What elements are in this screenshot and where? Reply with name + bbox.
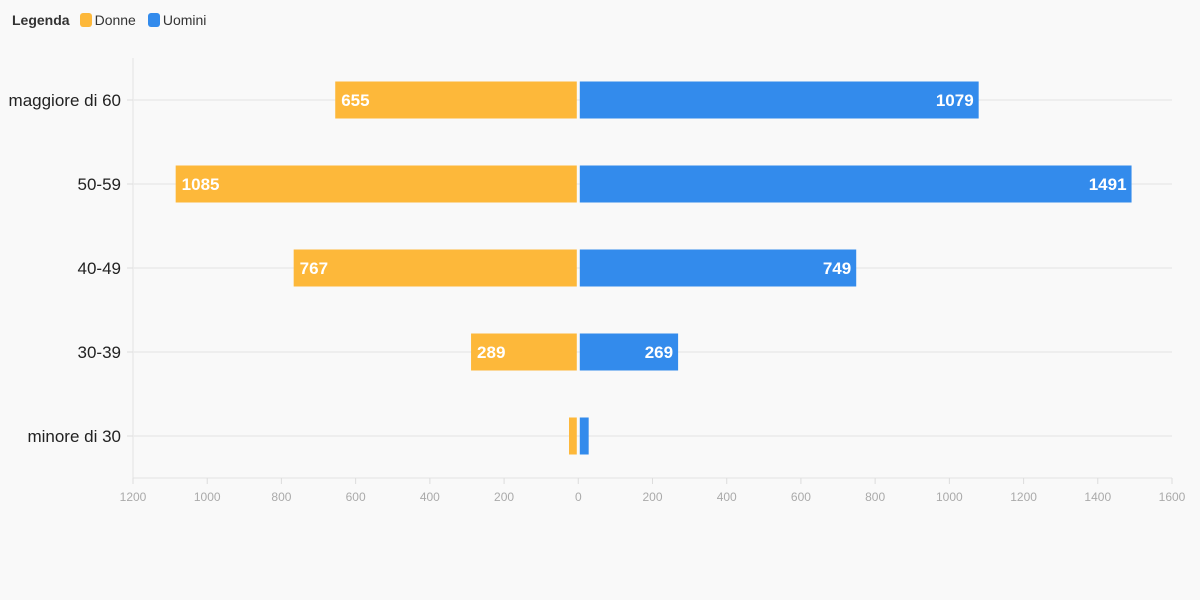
x-tick-label: 1200 [120,490,147,504]
bar-label-donne: 767 [300,259,328,278]
x-tick-label: 1000 [194,490,221,504]
x-tick-label: 400 [717,490,737,504]
legend: Legenda Donne Uomini [12,12,212,28]
bar-label-uomini: 1079 [936,91,974,110]
bar-uomini [579,333,679,371]
bar-donne [175,165,577,203]
category-label: minore di 30 [27,427,121,446]
bar-label-donne: 655 [341,91,369,110]
legend-label-uomini: Uomini [162,12,207,28]
x-tick-label: 1600 [1159,490,1186,504]
category-label: 40-49 [78,259,121,278]
x-tick-label: 200 [642,490,662,504]
x-tick-label: 1000 [936,490,963,504]
bar-donne [569,417,577,455]
x-tick-label: 600 [791,490,811,504]
legend-item-donne[interactable]: Donne [79,12,136,28]
bar-uomini [579,165,1132,203]
bar-uomini [579,417,589,455]
x-tick-label: 1200 [1010,490,1037,504]
bar-uomini [579,249,857,287]
bar-label-donne: 289 [477,343,505,362]
legend-label-donne: Donne [94,12,136,28]
legend-swatch-uomini [147,13,160,27]
legend-item-uomini[interactable]: Uomini [147,12,207,28]
bar-donne [471,333,577,371]
bar-label-uomini: 1491 [1089,175,1127,194]
bar-uomini [579,81,979,119]
bar-donne [335,81,577,119]
legend-title: Legenda [12,12,70,28]
x-tick-label: 0 [575,490,582,504]
x-tick-label: 800 [865,490,885,504]
category-label: 30-39 [78,343,121,362]
x-tick-label: 200 [494,490,514,504]
x-tick-label: 600 [346,490,366,504]
category-label: maggiore di 60 [9,91,121,110]
bar-label-uomini: 269 [645,343,673,362]
bar-label-uomini: 749 [823,259,851,278]
x-tick-label: 1400 [1084,490,1111,504]
x-tick-label: 800 [271,490,291,504]
category-label: 50-59 [78,175,121,194]
bar-label-donne: 1085 [182,175,220,194]
legend-swatch-donne [79,13,92,27]
bar-donne [293,249,577,287]
x-tick-label: 400 [420,490,440,504]
